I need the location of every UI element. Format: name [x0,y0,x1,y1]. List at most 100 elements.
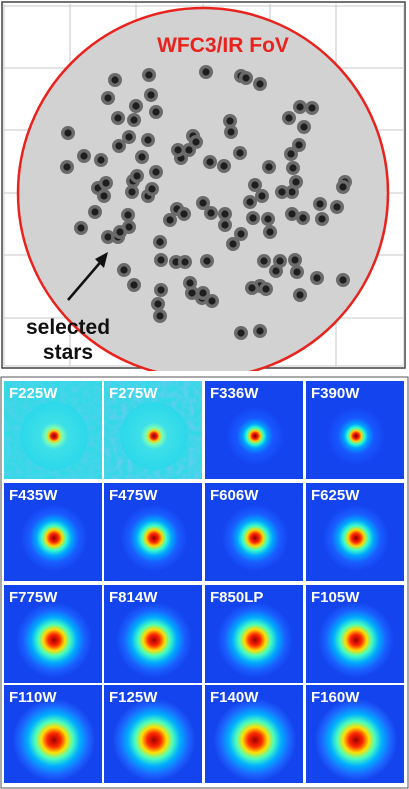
annotation-label-line2: stars [43,341,93,364]
annotation-label-line1: selected [26,316,110,339]
star-marker [94,153,108,167]
filter-psf-tile: F160W [306,685,404,783]
star-marker [101,230,115,244]
star-marker [154,253,168,267]
star-marker [330,200,344,214]
star-marker [257,254,271,268]
star-marker [163,213,177,227]
star-marker [154,283,168,297]
star-marker [144,88,158,102]
star-marker [171,143,185,157]
star-marker [125,185,139,199]
star-marker [261,212,275,226]
star-marker [290,265,304,279]
star-marker [60,160,74,174]
star-marker [153,235,167,249]
star-marker [149,105,163,119]
filter-label: F336W [210,385,259,402]
star-marker [336,180,350,194]
filter-psf-tile: F606W [205,483,303,581]
star-marker [282,111,296,125]
star-marker [127,278,141,292]
star-marker [149,165,163,179]
star-marker [262,160,276,174]
star-marker [204,206,218,220]
star-marker [336,273,350,287]
star-marker [296,211,310,225]
star-marker [292,138,306,152]
star-marker [243,195,257,209]
arrow-head-icon [95,252,108,268]
filter-psf-tile: F110W [4,685,102,783]
star-marker [203,155,217,169]
filter-label: F606W [210,487,259,504]
star-marker [112,139,126,153]
filter-label: F160W [311,689,360,706]
filter-label: F435W [9,487,58,504]
filter-label: F110W [9,689,57,706]
filter-psf-tile: F125W [104,685,202,783]
star-marker [233,146,247,160]
star-marker [288,253,302,267]
star-marker [313,197,327,211]
star-marker [248,178,262,192]
star-marker [234,326,248,340]
star-marker [111,111,125,125]
star-marker [61,126,75,140]
star-marker [127,113,141,127]
star-marker [113,225,127,239]
star-marker [177,207,191,221]
fov-title: WFC3/IR FoV [157,34,289,57]
star-marker [77,149,91,163]
star-marker [217,159,231,173]
star-marker [200,254,214,268]
star-marker [135,150,149,164]
star-marker [178,255,192,269]
star-marker [218,207,232,221]
star-marker [253,77,267,91]
filter-label: F475W [109,487,158,504]
star-marker [129,99,143,113]
annotation-arrow [67,257,105,301]
star-marker [117,263,131,277]
filter-label: F275W [109,385,158,402]
filter-label: F850LP [210,589,263,606]
star-marker [239,71,253,85]
star-marker [293,100,307,114]
star-marker [297,120,311,134]
star-marker [234,227,248,241]
star-marker [130,169,144,183]
star-marker [183,276,197,290]
star-marker [224,125,238,139]
star-marker [189,135,203,149]
star-marker [196,286,210,300]
filter-psf-tile: F475W [104,483,202,581]
star-marker [285,207,299,221]
filter-label: F225W [9,385,58,402]
star-marker [153,309,167,323]
star-marker [74,221,88,235]
filter-psf-tile: F625W [306,483,404,581]
filter-psf-tile: F105W [306,585,404,683]
filter-label: F390W [311,385,360,402]
star-marker [293,288,307,302]
star-marker [199,65,213,79]
star-marker [196,196,210,210]
filter-psf-tile: F775W [4,585,102,683]
star-marker [101,91,115,105]
star-marker [88,205,102,219]
star-marker [99,176,113,190]
star-marker [275,185,289,199]
filter-psf-tile: F336W [205,381,303,479]
star-marker [284,147,298,161]
star-marker [245,281,259,295]
star-marker [205,294,219,308]
filter-label: F105W [311,589,360,606]
star-marker [255,189,269,203]
star-marker [223,114,237,128]
star-marker [246,211,260,225]
filter-psf-tile: F435W [4,483,102,581]
star-marker [218,218,232,232]
filter-psf-tile: F814W [104,585,202,683]
star-marker [259,282,273,296]
